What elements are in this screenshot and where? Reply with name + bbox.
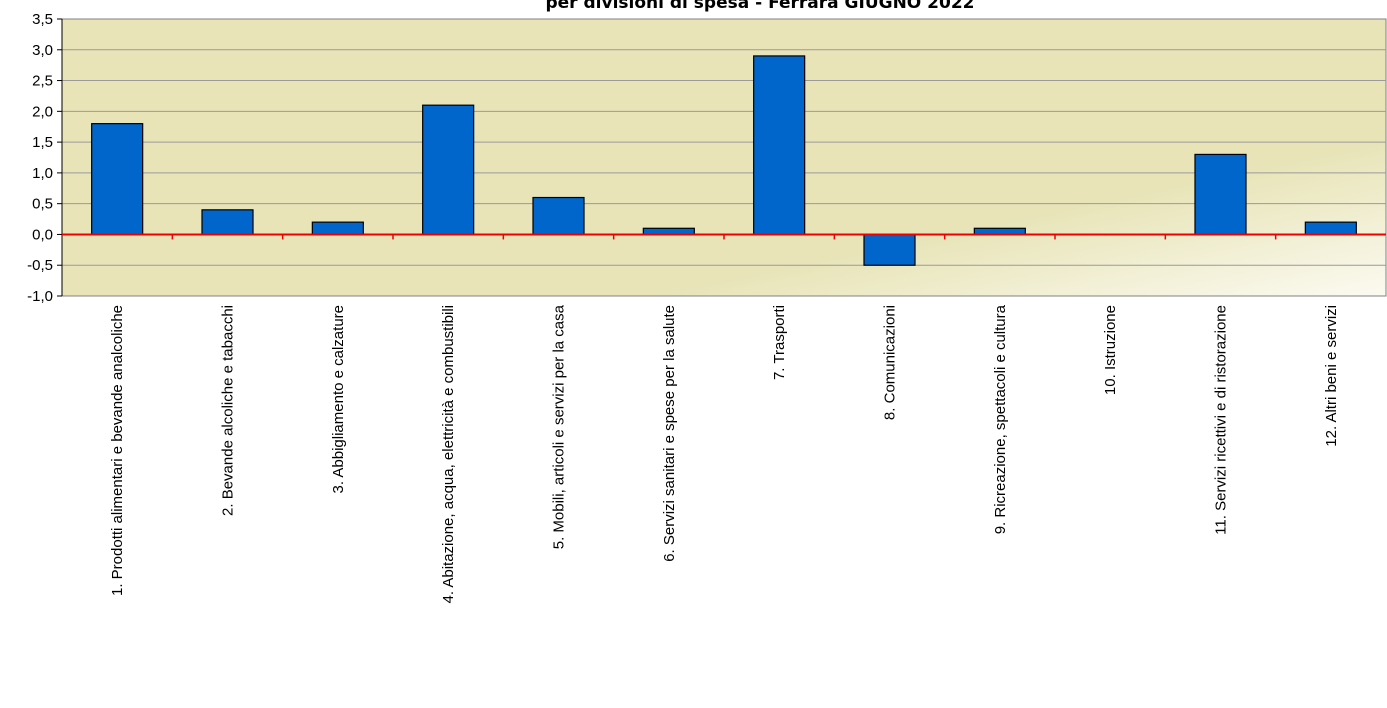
- category-labels: 1. Prodotti alimentari e bevande analcol…: [109, 304, 1340, 603]
- bar: [311, 221, 364, 236]
- y-tick-label: 1,0: [32, 165, 53, 182]
- category-label: 11. Servizi ricettivi e di ristorazione: [1213, 305, 1230, 535]
- bar: [1304, 221, 1357, 236]
- category-label: 12. Altri beni e servizi: [1323, 305, 1340, 447]
- x-axis: [62, 233, 1386, 240]
- bar: [91, 123, 144, 236]
- bar: [422, 104, 475, 236]
- bar: [201, 209, 254, 236]
- category-label: 8. Comunicazioni: [882, 305, 899, 420]
- category-label: 3. Abbigliamento e calzature: [330, 305, 347, 493]
- category-label: 6. Servizi sanitari e spese per la salut…: [661, 305, 678, 562]
- category-label: 7. Trasporti: [771, 305, 788, 380]
- y-tick-label: -0,5: [27, 257, 53, 274]
- y-tick-label: 3,5: [32, 11, 53, 28]
- y-axis: 3,5 3,0 2,5 2,0 1,5 1,0 0,5 0,0 -0,5 -1,0: [27, 11, 63, 305]
- y-tick-label: -1,0: [27, 288, 53, 305]
- chart-title: per divisioni di spesa - Ferrara GIUGNO …: [545, 0, 974, 13]
- category-label: 9. Ricreazione, spettacoli e cultura: [992, 304, 1009, 534]
- y-tick-label: 0,5: [32, 196, 53, 213]
- category-label: 10. Istruzione: [1102, 305, 1119, 395]
- category-label: 5. Mobili, articoli e servizi per la cas…: [551, 304, 568, 549]
- y-tick-label: 3,0: [32, 42, 53, 59]
- bar: [863, 233, 916, 266]
- plot-area: [61, 18, 1387, 297]
- y-tick-label: 1,5: [32, 134, 53, 151]
- y-tick-label: 0,0: [32, 226, 53, 243]
- bar: [532, 196, 585, 236]
- y-tick-label: 2,5: [32, 73, 53, 90]
- bars: [91, 55, 1357, 266]
- gridlines: [62, 49, 1386, 266]
- bar: [1194, 153, 1247, 236]
- y-tick-label: 2,0: [32, 103, 53, 120]
- bar: [753, 55, 806, 236]
- category-label: 4. Abitazione, acqua, elettricità e comb…: [440, 305, 457, 604]
- category-label: 1. Prodotti alimentari e bevande analcol…: [109, 305, 126, 596]
- category-label: 2. Bevande alcoliche e tabacchi: [220, 305, 237, 516]
